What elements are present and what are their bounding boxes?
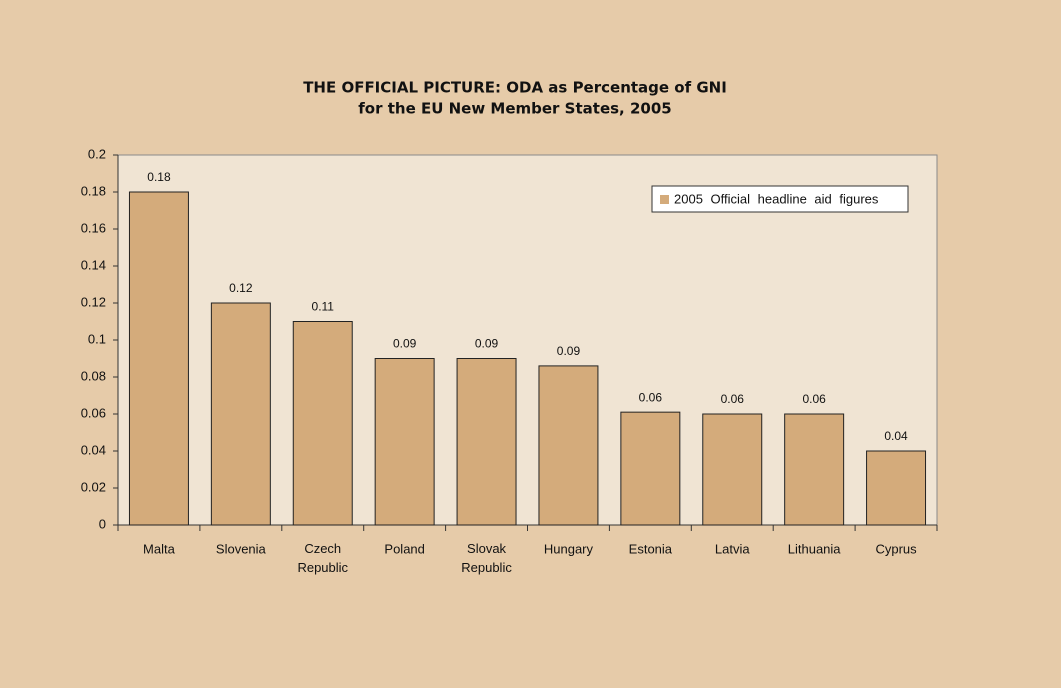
- bar: [866, 450, 927, 526]
- y-tick-label: 0.02: [81, 479, 106, 494]
- value-label: 0.06: [639, 390, 663, 404]
- y-tick-label: 0.04: [81, 442, 106, 457]
- x-tick-label: Malta: [143, 541, 176, 556]
- y-tick-label: 0.06: [81, 405, 106, 420]
- bar: [128, 191, 189, 526]
- bar: [292, 321, 353, 526]
- x-tick-label: Lithuania: [788, 541, 842, 556]
- x-tick-label: Hungary: [544, 541, 594, 556]
- value-label: 0.12: [229, 281, 253, 295]
- legend-box: [651, 185, 909, 213]
- x-tick-label: Latvia: [715, 541, 750, 556]
- x-tick-label: Cyprus: [875, 541, 917, 556]
- value-label: 0.11: [312, 300, 335, 314]
- bar: [784, 413, 845, 526]
- y-tick-label: 0.08: [81, 368, 106, 383]
- value-label: 0.09: [557, 344, 581, 358]
- legend-label: 2005 Official headline aid figures: [674, 191, 879, 206]
- value-label: 0.09: [393, 337, 417, 351]
- bar: [374, 358, 435, 526]
- y-tick-label: 0.18: [81, 183, 106, 198]
- x-tick-label: Czech Republic: [297, 541, 348, 575]
- y-tick-label: 0.2: [88, 146, 106, 161]
- x-tick-label: Slovenia: [216, 541, 267, 556]
- bar: [456, 358, 517, 526]
- x-tick-label: Estonia: [629, 541, 673, 556]
- value-label: 0.06: [721, 392, 745, 406]
- value-label: 0.09: [475, 337, 499, 351]
- bar: [620, 411, 681, 526]
- y-tick-label: 0: [99, 516, 106, 531]
- chart-title: THE OFFICIAL PICTURE: ODA as Percentage …: [303, 79, 727, 97]
- value-label: 0.04: [884, 429, 908, 443]
- value-label: 0.06: [802, 392, 826, 406]
- value-label: 0.18: [147, 170, 171, 184]
- legend-swatch: [660, 195, 669, 204]
- x-tick-label: Slovak Republic: [461, 541, 512, 575]
- bar: [702, 413, 763, 526]
- y-tick-label: 0.12: [81, 294, 106, 309]
- y-tick-label: 0.16: [81, 220, 106, 235]
- x-tick-label: Poland: [384, 541, 424, 556]
- y-tick-label: 0.14: [81, 257, 106, 272]
- bar: [538, 365, 599, 526]
- bar: [210, 302, 271, 526]
- y-tick-label: 0.1: [88, 331, 106, 346]
- chart-title: for the EU New Member States, 2005: [358, 100, 671, 118]
